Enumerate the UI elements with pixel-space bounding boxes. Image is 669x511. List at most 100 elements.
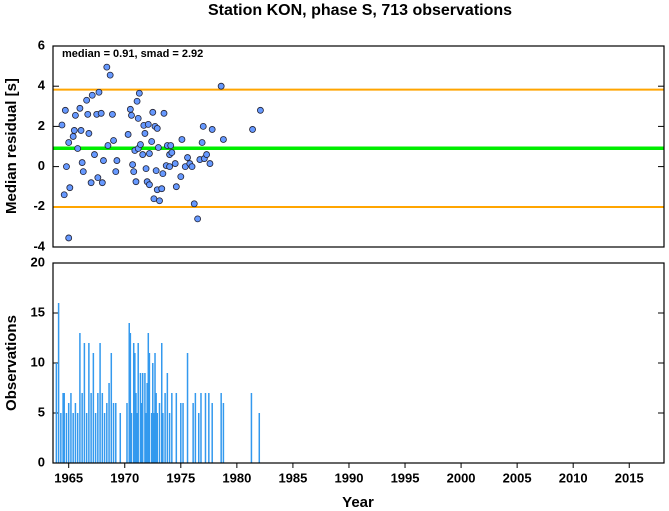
bar [57,303,60,463]
x-tick-label: 2010 [559,470,588,485]
point [69,133,77,140]
bar [79,333,81,463]
bar [164,393,166,463]
point [134,114,142,122]
point [159,170,167,178]
bar [147,333,150,463]
point [88,91,96,99]
bar [192,403,194,463]
point [220,136,227,143]
point [171,160,179,167]
x-axis-label: Year [342,494,374,511]
point [63,163,70,171]
point [112,168,120,176]
point [91,151,98,158]
bar [129,333,132,463]
bar [72,413,74,463]
bar [101,393,104,463]
bar [171,393,173,463]
bar [103,413,106,463]
point [130,168,138,176]
bar [70,393,72,463]
point [72,111,79,119]
bar [166,373,169,463]
y-tick-label: 0 [38,454,45,469]
bar [112,403,115,463]
bar [158,403,161,463]
point [160,109,168,117]
point [135,89,143,97]
point [206,160,214,167]
bar [175,393,178,463]
point [257,106,264,114]
bar [137,343,139,463]
bar [204,393,207,463]
point [79,168,87,176]
point [100,157,107,164]
bar [128,323,130,463]
plot-frame [52,262,665,464]
bar [119,413,122,463]
point [146,150,153,157]
bar [62,393,64,463]
bar [155,393,157,463]
x-tick-label: 1975 [166,470,195,485]
x-tick-label: 1980 [222,470,251,485]
point [98,179,106,187]
point [66,184,74,192]
y-axis-label: Median residual [s] [3,78,20,214]
point [249,126,256,133]
bar [110,353,113,463]
y-axis-label: Observations [3,315,20,411]
point [128,111,135,119]
bar [60,413,62,463]
x-tick-label: 2005 [503,470,532,485]
point [146,181,153,189]
point [65,234,73,242]
y-tick-label: 4 [38,78,46,93]
point [158,185,166,193]
bar [134,353,136,463]
point [177,173,185,181]
point [199,123,207,130]
point [124,131,132,138]
point [190,200,198,208]
annotation: median = 0.91, smad = 2.92 [62,48,203,60]
bar [126,403,128,463]
point [154,144,162,151]
point [77,127,85,134]
bar [258,413,261,463]
bar [182,403,184,463]
bar [83,343,86,463]
x-tick-label: 1985 [278,470,307,485]
point [129,161,136,168]
bar [135,393,137,463]
x-tick-label: 2000 [447,470,476,485]
bar [146,383,148,463]
point [139,151,147,158]
bar [154,353,156,463]
point [76,104,84,112]
chart-title: Station KON, phase S, 713 observations [208,2,512,19]
point [168,149,176,156]
y-tick-label: 15 [31,304,45,319]
point [61,106,69,114]
point [152,167,160,175]
bar [106,403,108,463]
bar [222,403,225,463]
bar [194,393,197,463]
x-tick-label: 1970 [110,470,139,485]
bar [63,393,65,463]
y-tick-label: 6 [38,37,45,52]
point [70,127,78,134]
point [137,141,144,148]
point [203,151,210,158]
bar [152,363,154,463]
bar [132,343,135,463]
point [97,109,105,117]
bar [81,393,83,463]
y-tick-label: 20 [31,254,45,269]
point [78,159,86,166]
point [132,178,140,186]
bar [67,403,70,463]
